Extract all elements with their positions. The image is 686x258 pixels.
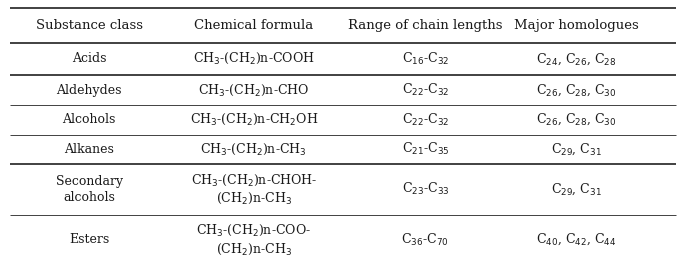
Text: C$_{29}$, C$_{31}$: C$_{29}$, C$_{31}$: [551, 182, 602, 197]
Text: CH$_3$-(CH$_2$)n-CH$_3$: CH$_3$-(CH$_2$)n-CH$_3$: [200, 142, 307, 157]
Text: C$_{40}$, C$_{42}$, C$_{44}$: C$_{40}$, C$_{42}$, C$_{44}$: [536, 232, 617, 247]
Text: Acids: Acids: [72, 52, 106, 65]
Text: Aldehydes: Aldehydes: [56, 84, 122, 96]
Text: CH$_3$-(CH$_2$)n-CH$_2$OH: CH$_3$-(CH$_2$)n-CH$_2$OH: [189, 112, 318, 127]
Text: Esters: Esters: [69, 233, 109, 246]
Text: C$_{26}$, C$_{28}$, C$_{30}$: C$_{26}$, C$_{28}$, C$_{30}$: [536, 82, 617, 98]
Text: CH$_3$-(CH$_2$)n-CHO: CH$_3$-(CH$_2$)n-CHO: [198, 83, 309, 98]
Text: Secondary
alcohols: Secondary alcohols: [56, 175, 123, 204]
Text: C$_{21}$-C$_{35}$: C$_{21}$-C$_{35}$: [401, 141, 449, 157]
Text: CH$_3$-(CH$_2$)n-CHOH-
(CH$_2$)n-CH$_3$: CH$_3$-(CH$_2$)n-CHOH- (CH$_2$)n-CH$_3$: [191, 173, 317, 206]
Text: C$_{29}$, C$_{31}$: C$_{29}$, C$_{31}$: [551, 142, 602, 157]
Text: Substance class: Substance class: [36, 19, 143, 32]
Text: Range of chain lengths: Range of chain lengths: [348, 19, 503, 32]
Text: Alkanes: Alkanes: [64, 143, 114, 156]
Text: C$_{16}$-C$_{32}$: C$_{16}$-C$_{32}$: [402, 51, 449, 67]
Text: C$_{23}$-C$_{33}$: C$_{23}$-C$_{33}$: [401, 181, 449, 197]
Text: Chemical formula: Chemical formula: [194, 19, 314, 32]
Text: C$_{24}$, C$_{26}$, C$_{28}$: C$_{24}$, C$_{26}$, C$_{28}$: [536, 51, 617, 67]
Text: Alcohols: Alcohols: [62, 113, 116, 126]
Text: CH$_3$-(CH$_2$)n-COO-
(CH$_2$)n-CH$_3$: CH$_3$-(CH$_2$)n-COO- (CH$_2$)n-CH$_3$: [196, 223, 311, 256]
Text: C$_{36}$-C$_{70}$: C$_{36}$-C$_{70}$: [401, 232, 449, 248]
Text: CH$_3$-(CH$_2$)n-COOH: CH$_3$-(CH$_2$)n-COOH: [193, 51, 315, 67]
Text: Major homologues: Major homologues: [514, 19, 639, 32]
Text: C$_{26}$, C$_{28}$, C$_{30}$: C$_{26}$, C$_{28}$, C$_{30}$: [536, 112, 617, 127]
Text: C$_{22}$-C$_{32}$: C$_{22}$-C$_{32}$: [402, 112, 449, 128]
Text: C$_{22}$-C$_{32}$: C$_{22}$-C$_{32}$: [402, 82, 449, 98]
